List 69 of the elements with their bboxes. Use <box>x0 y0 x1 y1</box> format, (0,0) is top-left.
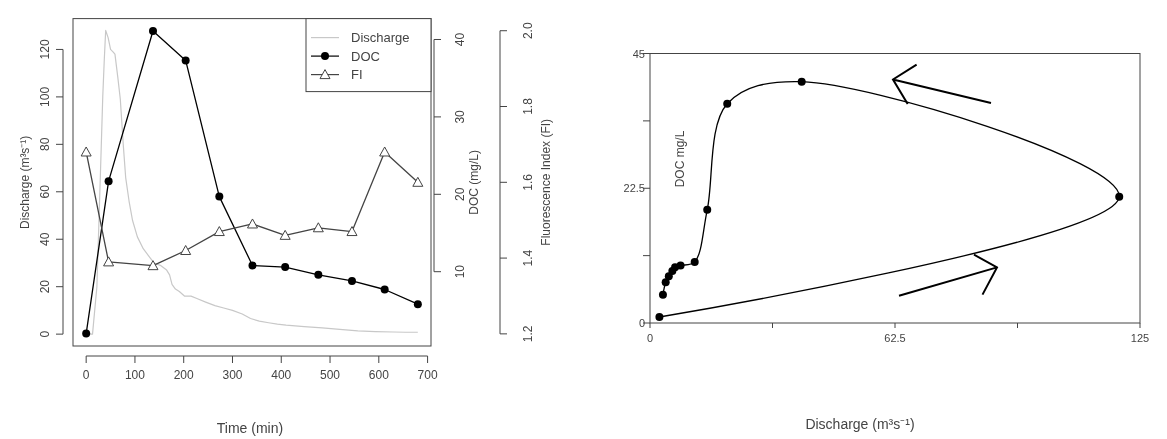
point <box>314 270 323 279</box>
x-tick-label: 200 <box>173 368 195 382</box>
point <box>723 99 732 108</box>
x-tick-label: 500 <box>320 368 341 382</box>
y3-tick-label: 1.4 <box>521 249 535 267</box>
point <box>690 257 699 266</box>
x-tick-label: 100 <box>124 368 146 382</box>
point <box>180 245 192 256</box>
x-tick-label: 300 <box>222 368 243 382</box>
point <box>655 313 664 322</box>
point <box>413 300 422 309</box>
point <box>703 205 712 214</box>
point <box>215 192 224 201</box>
point <box>797 77 806 86</box>
y-tick-label: 100 <box>38 86 52 107</box>
y-tick-label: 40 <box>38 232 52 246</box>
point <box>661 278 670 287</box>
y3-axis-title: Fluorescence Index (FI) <box>539 118 553 246</box>
y-tick-label: 60 <box>38 184 52 199</box>
x-tick-label: 400 <box>271 368 292 382</box>
point <box>279 229 291 240</box>
point <box>412 176 424 187</box>
x-tick-label: 0 <box>82 368 90 382</box>
y-tick-label: 0 <box>638 317 645 329</box>
point <box>347 276 356 285</box>
y-tick-label: 120 <box>38 39 52 60</box>
y-tick-label: 22.5 <box>623 182 645 195</box>
point <box>658 290 667 299</box>
y-tick-label: 20 <box>38 279 52 294</box>
y2-tick-label: 20 <box>453 187 467 201</box>
x-tick-label: 0 <box>646 332 654 344</box>
y3-tick-label: 1.6 <box>521 173 535 191</box>
y3-tick-label: 1.8 <box>521 97 535 115</box>
y-axis-title: Discharge (m³s⁻¹) <box>18 135 32 229</box>
x-tick-label: 125 <box>1130 332 1150 344</box>
point <box>103 256 115 267</box>
x-tick-label: 62.5 <box>884 332 906 344</box>
legend-label: FI <box>351 67 363 83</box>
point <box>346 226 358 237</box>
point <box>147 260 159 271</box>
x-axis-title: Time (min) <box>216 420 284 436</box>
y2-axis-title: DOC (mg/L) <box>467 149 481 215</box>
point <box>82 329 91 338</box>
point <box>246 218 258 229</box>
point <box>1115 192 1124 201</box>
y3-tick-label: 2.0 <box>521 22 535 40</box>
point <box>281 263 290 272</box>
legend-label: DOC <box>351 48 380 64</box>
y-tick-label: 80 <box>38 137 52 152</box>
y2-tick-label: 40 <box>453 32 467 47</box>
y-tick-label: 45 <box>632 47 645 60</box>
x-tick-label: 700 <box>417 368 438 382</box>
point <box>213 226 225 237</box>
point <box>312 222 324 233</box>
point <box>248 261 257 270</box>
point <box>80 146 92 157</box>
legend-label: Discharge <box>351 30 410 46</box>
x-tick-label: 600 <box>368 368 390 382</box>
point <box>380 285 389 294</box>
point <box>664 272 673 281</box>
y2-tick-label: 30 <box>453 109 467 124</box>
point <box>181 56 190 65</box>
point <box>148 26 157 35</box>
y3-tick-label: 1.2 <box>521 325 535 343</box>
x-axis-title: Discharge (m³s⁻¹) <box>805 416 915 432</box>
y-axis-title: DOC mg/L <box>673 130 687 188</box>
y2-tick-label: 10 <box>453 264 467 279</box>
point <box>379 146 391 157</box>
point <box>104 177 113 186</box>
